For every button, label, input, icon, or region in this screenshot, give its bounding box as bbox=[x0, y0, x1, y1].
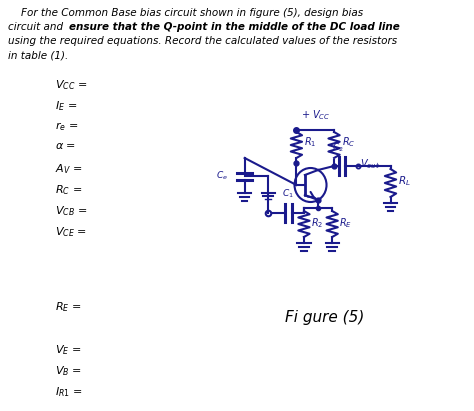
Text: $V_{out}$: $V_{out}$ bbox=[360, 157, 381, 171]
Text: Fi gure (5): Fi gure (5) bbox=[285, 310, 365, 325]
Text: $V_{CB}$ =: $V_{CB}$ = bbox=[55, 204, 87, 218]
Text: ensure that the Q-point in the middle of the DC load line: ensure that the Q-point in the middle of… bbox=[69, 22, 400, 32]
Text: $V_{CE}$ =: $V_{CE}$ = bbox=[55, 225, 87, 239]
Text: $R_C$: $R_C$ bbox=[342, 135, 355, 149]
Text: $V_E$ =: $V_E$ = bbox=[55, 343, 81, 357]
Text: $A_V$ =: $A_V$ = bbox=[55, 162, 82, 176]
Text: $R_L$: $R_L$ bbox=[398, 174, 411, 188]
Text: using the required equations. Record the calculated values of the resistors: using the required equations. Record the… bbox=[8, 36, 397, 46]
Text: circuit and: circuit and bbox=[8, 22, 66, 32]
Text: in table (1).: in table (1). bbox=[8, 50, 68, 60]
Text: $R_1$: $R_1$ bbox=[304, 135, 316, 149]
Text: $V_B$ =: $V_B$ = bbox=[55, 364, 82, 378]
Text: $R_E$: $R_E$ bbox=[339, 216, 352, 230]
Text: For the Common Base bias circuit shown in figure (5), design bias: For the Common Base bias circuit shown i… bbox=[8, 8, 363, 18]
Text: $r_e$ =: $r_e$ = bbox=[55, 120, 78, 133]
Text: $R_E$ =: $R_E$ = bbox=[55, 300, 81, 314]
Text: $I_{R1}$ =: $I_{R1}$ = bbox=[55, 385, 82, 399]
Text: $V_{CC}$ =: $V_{CC}$ = bbox=[55, 78, 87, 92]
Text: $C_1$: $C_1$ bbox=[282, 187, 294, 200]
Text: $R_2$: $R_2$ bbox=[310, 216, 323, 230]
Text: $I_E$ =: $I_E$ = bbox=[55, 99, 77, 113]
Text: $\alpha$ =: $\alpha$ = bbox=[55, 141, 75, 151]
Text: $C_e$: $C_e$ bbox=[216, 169, 228, 182]
Text: $R_C$ =: $R_C$ = bbox=[55, 183, 82, 197]
Text: + $V_{CC}$: + $V_{CC}$ bbox=[301, 108, 330, 122]
Text: $C_2$: $C_2$ bbox=[332, 141, 344, 154]
